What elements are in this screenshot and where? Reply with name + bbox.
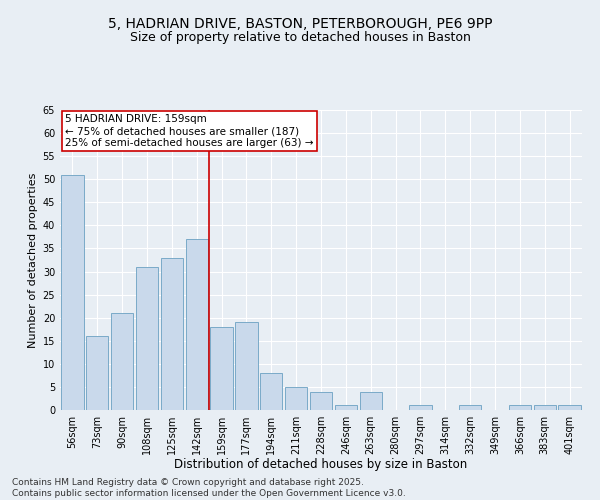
Bar [211, 327, 233, 410]
Y-axis label: Number of detached properties: Number of detached properties [28, 172, 38, 348]
Bar [285, 387, 307, 410]
Bar [409, 406, 431, 410]
X-axis label: Distribution of detached houses by size in Baston: Distribution of detached houses by size … [175, 458, 467, 471]
Bar [86, 336, 109, 410]
Bar [359, 392, 382, 410]
Bar [136, 267, 158, 410]
Bar [310, 392, 332, 410]
Bar [335, 406, 357, 410]
Text: 5, HADRIAN DRIVE, BASTON, PETERBOROUGH, PE6 9PP: 5, HADRIAN DRIVE, BASTON, PETERBOROUGH, … [108, 18, 492, 32]
Bar [235, 322, 257, 410]
Bar [185, 239, 208, 410]
Bar [61, 174, 83, 410]
Text: 5 HADRIAN DRIVE: 159sqm
← 75% of detached houses are smaller (187)
25% of semi-d: 5 HADRIAN DRIVE: 159sqm ← 75% of detache… [65, 114, 314, 148]
Text: Size of property relative to detached houses in Baston: Size of property relative to detached ho… [130, 31, 470, 44]
Bar [161, 258, 183, 410]
Bar [559, 406, 581, 410]
Bar [459, 406, 481, 410]
Bar [533, 406, 556, 410]
Bar [509, 406, 531, 410]
Bar [260, 373, 283, 410]
Bar [111, 313, 133, 410]
Text: Contains HM Land Registry data © Crown copyright and database right 2025.
Contai: Contains HM Land Registry data © Crown c… [12, 478, 406, 498]
